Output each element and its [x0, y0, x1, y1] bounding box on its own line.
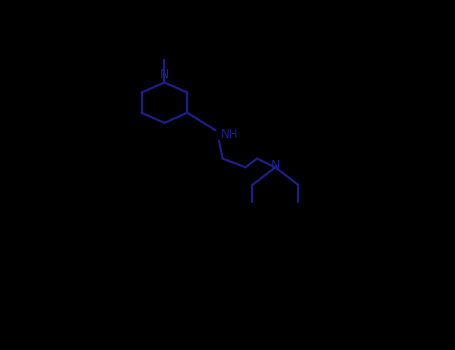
Text: NH: NH [221, 128, 238, 141]
Text: N: N [271, 160, 280, 173]
Text: N: N [160, 68, 169, 81]
